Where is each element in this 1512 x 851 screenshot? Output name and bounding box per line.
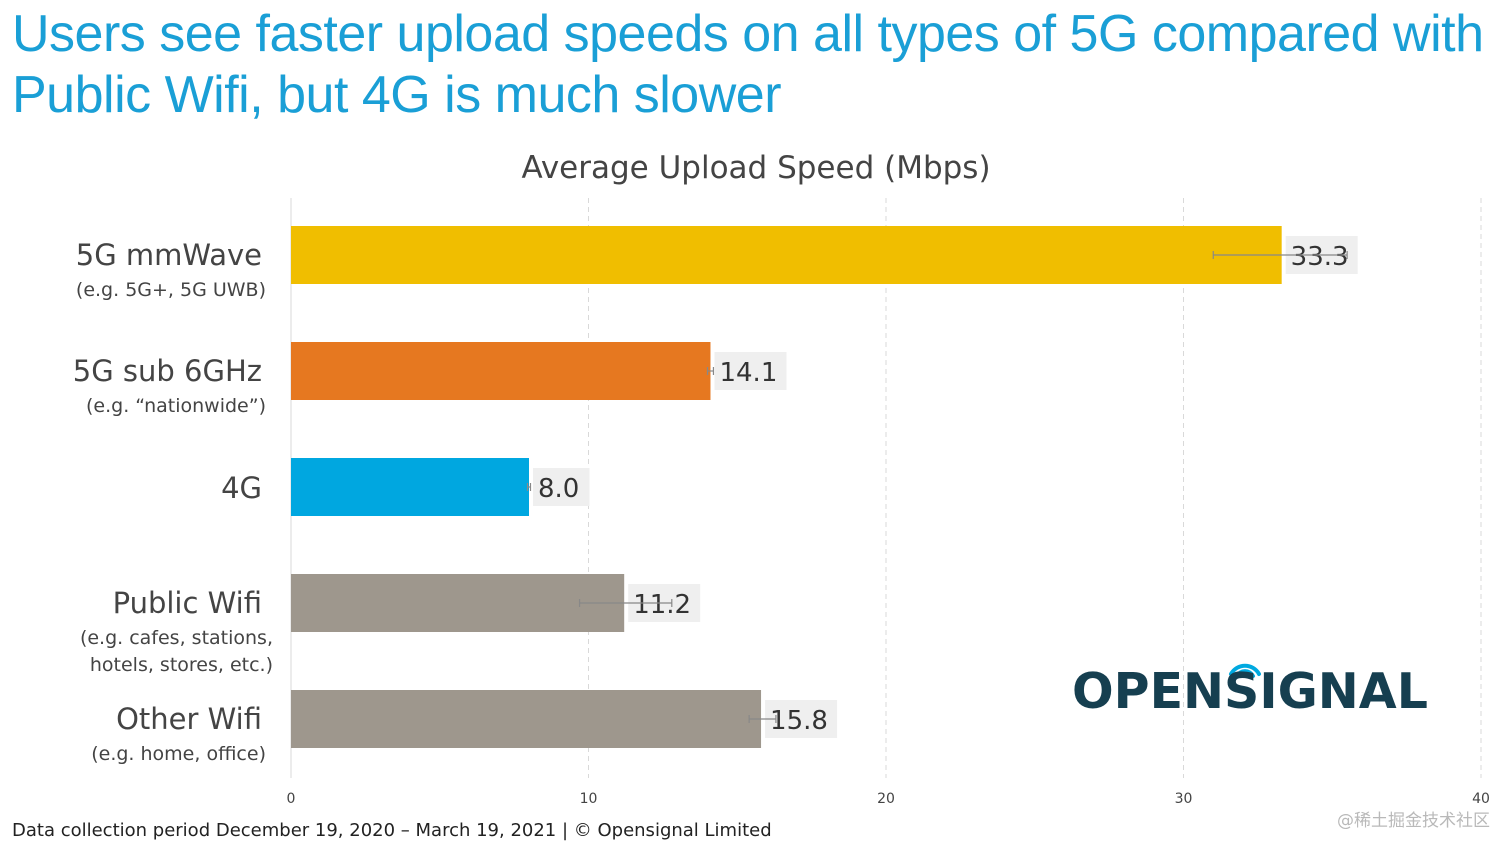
value-label-bg [533,468,590,506]
value-label-other-wifi: 15.8 [770,706,828,736]
category-sublabel: hotels, stores, etc.) [90,654,273,676]
watermark: @稀土掘金技术社区 [1337,811,1490,831]
headline: Users see faster upload speeds on all ty… [12,5,1484,124]
logo-text: OPENSIGNAL [1072,663,1428,720]
category-sublabel: (e.g. 5G+, 5G UWB) [76,279,266,301]
category-label-5g-mmwave: 5G mmWave [76,238,262,272]
category-label-5g-sub-6ghz: 5G sub 6GHz [73,354,262,388]
value-label-5g-sub-6ghz: 14.1 [719,358,777,388]
x-tick-label: 20 [877,791,895,807]
category-sublabel: (e.g. home, office) [91,743,266,765]
x-tick-label: 40 [1472,791,1490,807]
category-label-other-wifi: Other Wifi [116,702,262,736]
x-tick-label: 30 [1175,791,1193,807]
chart-title: Average Upload Speed (Mbps) [521,150,991,186]
category-label-public-wifi: Public Wifi [113,586,262,620]
signal-icon [1229,663,1261,678]
footer-note: Data collection period December 19, 2020… [12,820,772,841]
value-label-4g: 8.0 [538,474,579,504]
value-label-bg [765,700,838,738]
category-sublabel: (e.g. “nationwide”) [86,395,266,417]
bar-other-wifi [291,690,762,748]
bar-5g-mmwave [291,226,1282,284]
opensignal-logo: OPENSIGNAL [1072,652,1428,716]
value-label-public-wifi: 11.2 [633,590,691,620]
bar-4g [291,458,529,516]
category-label-4g: 4G [221,471,262,505]
x-tick-label: 0 [287,791,296,807]
x-tick-label: 10 [580,791,598,807]
bar-5g-sub-6ghz [291,342,711,400]
category-sublabel: (e.g. cafes, stations, [80,627,273,649]
value-label-bg [714,352,787,390]
value-label-5g-mmwave: 33.3 [1291,242,1349,272]
bar-public-wifi [291,574,625,632]
